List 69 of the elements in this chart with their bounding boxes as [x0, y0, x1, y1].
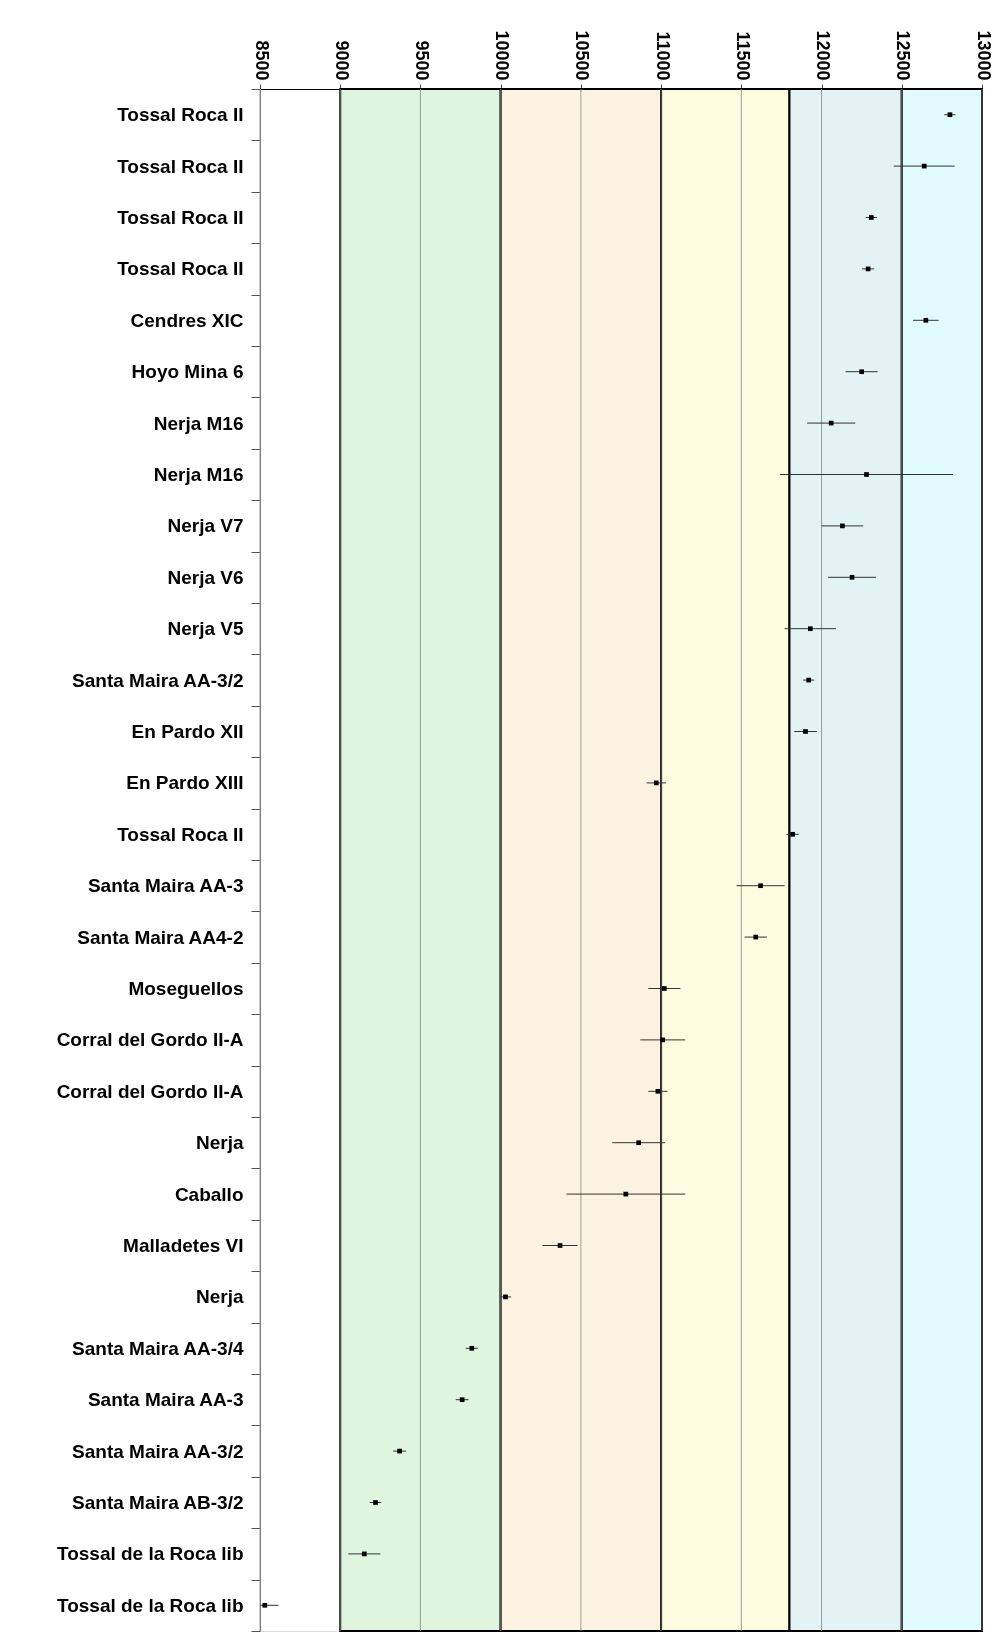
point: [864, 472, 869, 477]
y-tick-label: Nerja V7: [167, 515, 244, 537]
x-tick-label: 12500: [893, 30, 914, 81]
y-tick-label: Santa Maira AA-3/2: [72, 669, 244, 691]
point: [373, 1500, 378, 1505]
point: [790, 831, 796, 837]
point: [655, 1088, 661, 1094]
point: [840, 523, 845, 529]
x-tick-label: 11500: [732, 31, 753, 81]
y-tick-label: Caballo: [174, 1183, 244, 1205]
point: [868, 215, 874, 220]
y-tick-label: Cendres XIC: [130, 309, 244, 331]
y-tick-label: En Pardo XIII: [126, 772, 244, 794]
y-tick-label: Tossal Roca II: [117, 155, 244, 177]
point: [557, 1243, 563, 1248]
y-tick-label: Santa Maira AA4-2: [77, 926, 244, 948]
point: [947, 112, 953, 118]
y-tick-label: Santa Maira AA-3/2: [72, 1440, 244, 1462]
point: [660, 1037, 666, 1043]
y-tick-label: Nerja: [195, 1286, 244, 1308]
y-tick-label: Tossal Roca II: [117, 258, 244, 280]
x-tick-label: 11000: [652, 31, 673, 81]
point: [753, 934, 759, 940]
point: [636, 1140, 641, 1146]
y-tick-label: Nerja: [195, 1132, 244, 1154]
y-tick-label: Nerja V6: [167, 566, 244, 588]
point: [921, 163, 927, 169]
y-tick-label: Santa Maira AA-3: [87, 875, 244, 897]
x-tick-label: 8500: [251, 40, 272, 81]
y-tick-label: Corral del Gordo II-A: [56, 1080, 244, 1102]
point: [923, 317, 929, 323]
point: [806, 677, 812, 683]
y-tick-label: Corral del Gordo II-A: [56, 1029, 244, 1051]
point: [849, 574, 855, 580]
y-tick-label: Nerja V5: [167, 618, 244, 640]
y-tick-label: Moseguellos: [128, 978, 244, 999]
point: [623, 1191, 629, 1197]
point: [262, 1602, 268, 1608]
x-tick-label: 9500: [411, 40, 432, 81]
point: [361, 1551, 367, 1557]
y-tick-label: Hoyo Mina 6: [131, 361, 244, 383]
point: [397, 1448, 402, 1454]
y-tick-label: Malladetes VI: [123, 1235, 244, 1256]
y-tick-label: Tossal Roca II: [117, 104, 244, 126]
point: [661, 986, 667, 991]
point: [803, 729, 808, 734]
point: [807, 626, 813, 632]
y-tick-label: Tossal de la Roca lib: [56, 1594, 244, 1616]
point: [459, 1397, 465, 1403]
x-tick-label: 10500: [572, 30, 593, 81]
point: [859, 369, 865, 375]
point: [653, 780, 659, 786]
y-tick-label: En Pardo XII: [131, 721, 244, 742]
point: [828, 420, 834, 426]
y-tick-label: Santa Maira AA-3/4: [72, 1337, 244, 1359]
x-tick-label: 13000: [973, 30, 994, 81]
y-tick-label: Tossal Roca II: [117, 207, 244, 228]
x-tick-label: 10000: [492, 30, 513, 81]
y-tick-label: Santa Maira AA-3: [87, 1389, 244, 1411]
y-tick-label: Santa Maira AB-3/2: [72, 1492, 244, 1513]
point: [758, 883, 763, 889]
x-tick-label: 9000: [331, 40, 352, 81]
y-tick-label: Nerja M16: [153, 412, 244, 434]
y-tick-label: Tossal de la Roca lib: [56, 1543, 244, 1565]
point: [503, 1294, 508, 1300]
point: [469, 1345, 475, 1351]
y-tick-label: Nerja M16: [153, 464, 244, 485]
x-tick-label: 12000: [813, 30, 834, 81]
y-tick-label: Tossal Roca II: [117, 823, 244, 845]
